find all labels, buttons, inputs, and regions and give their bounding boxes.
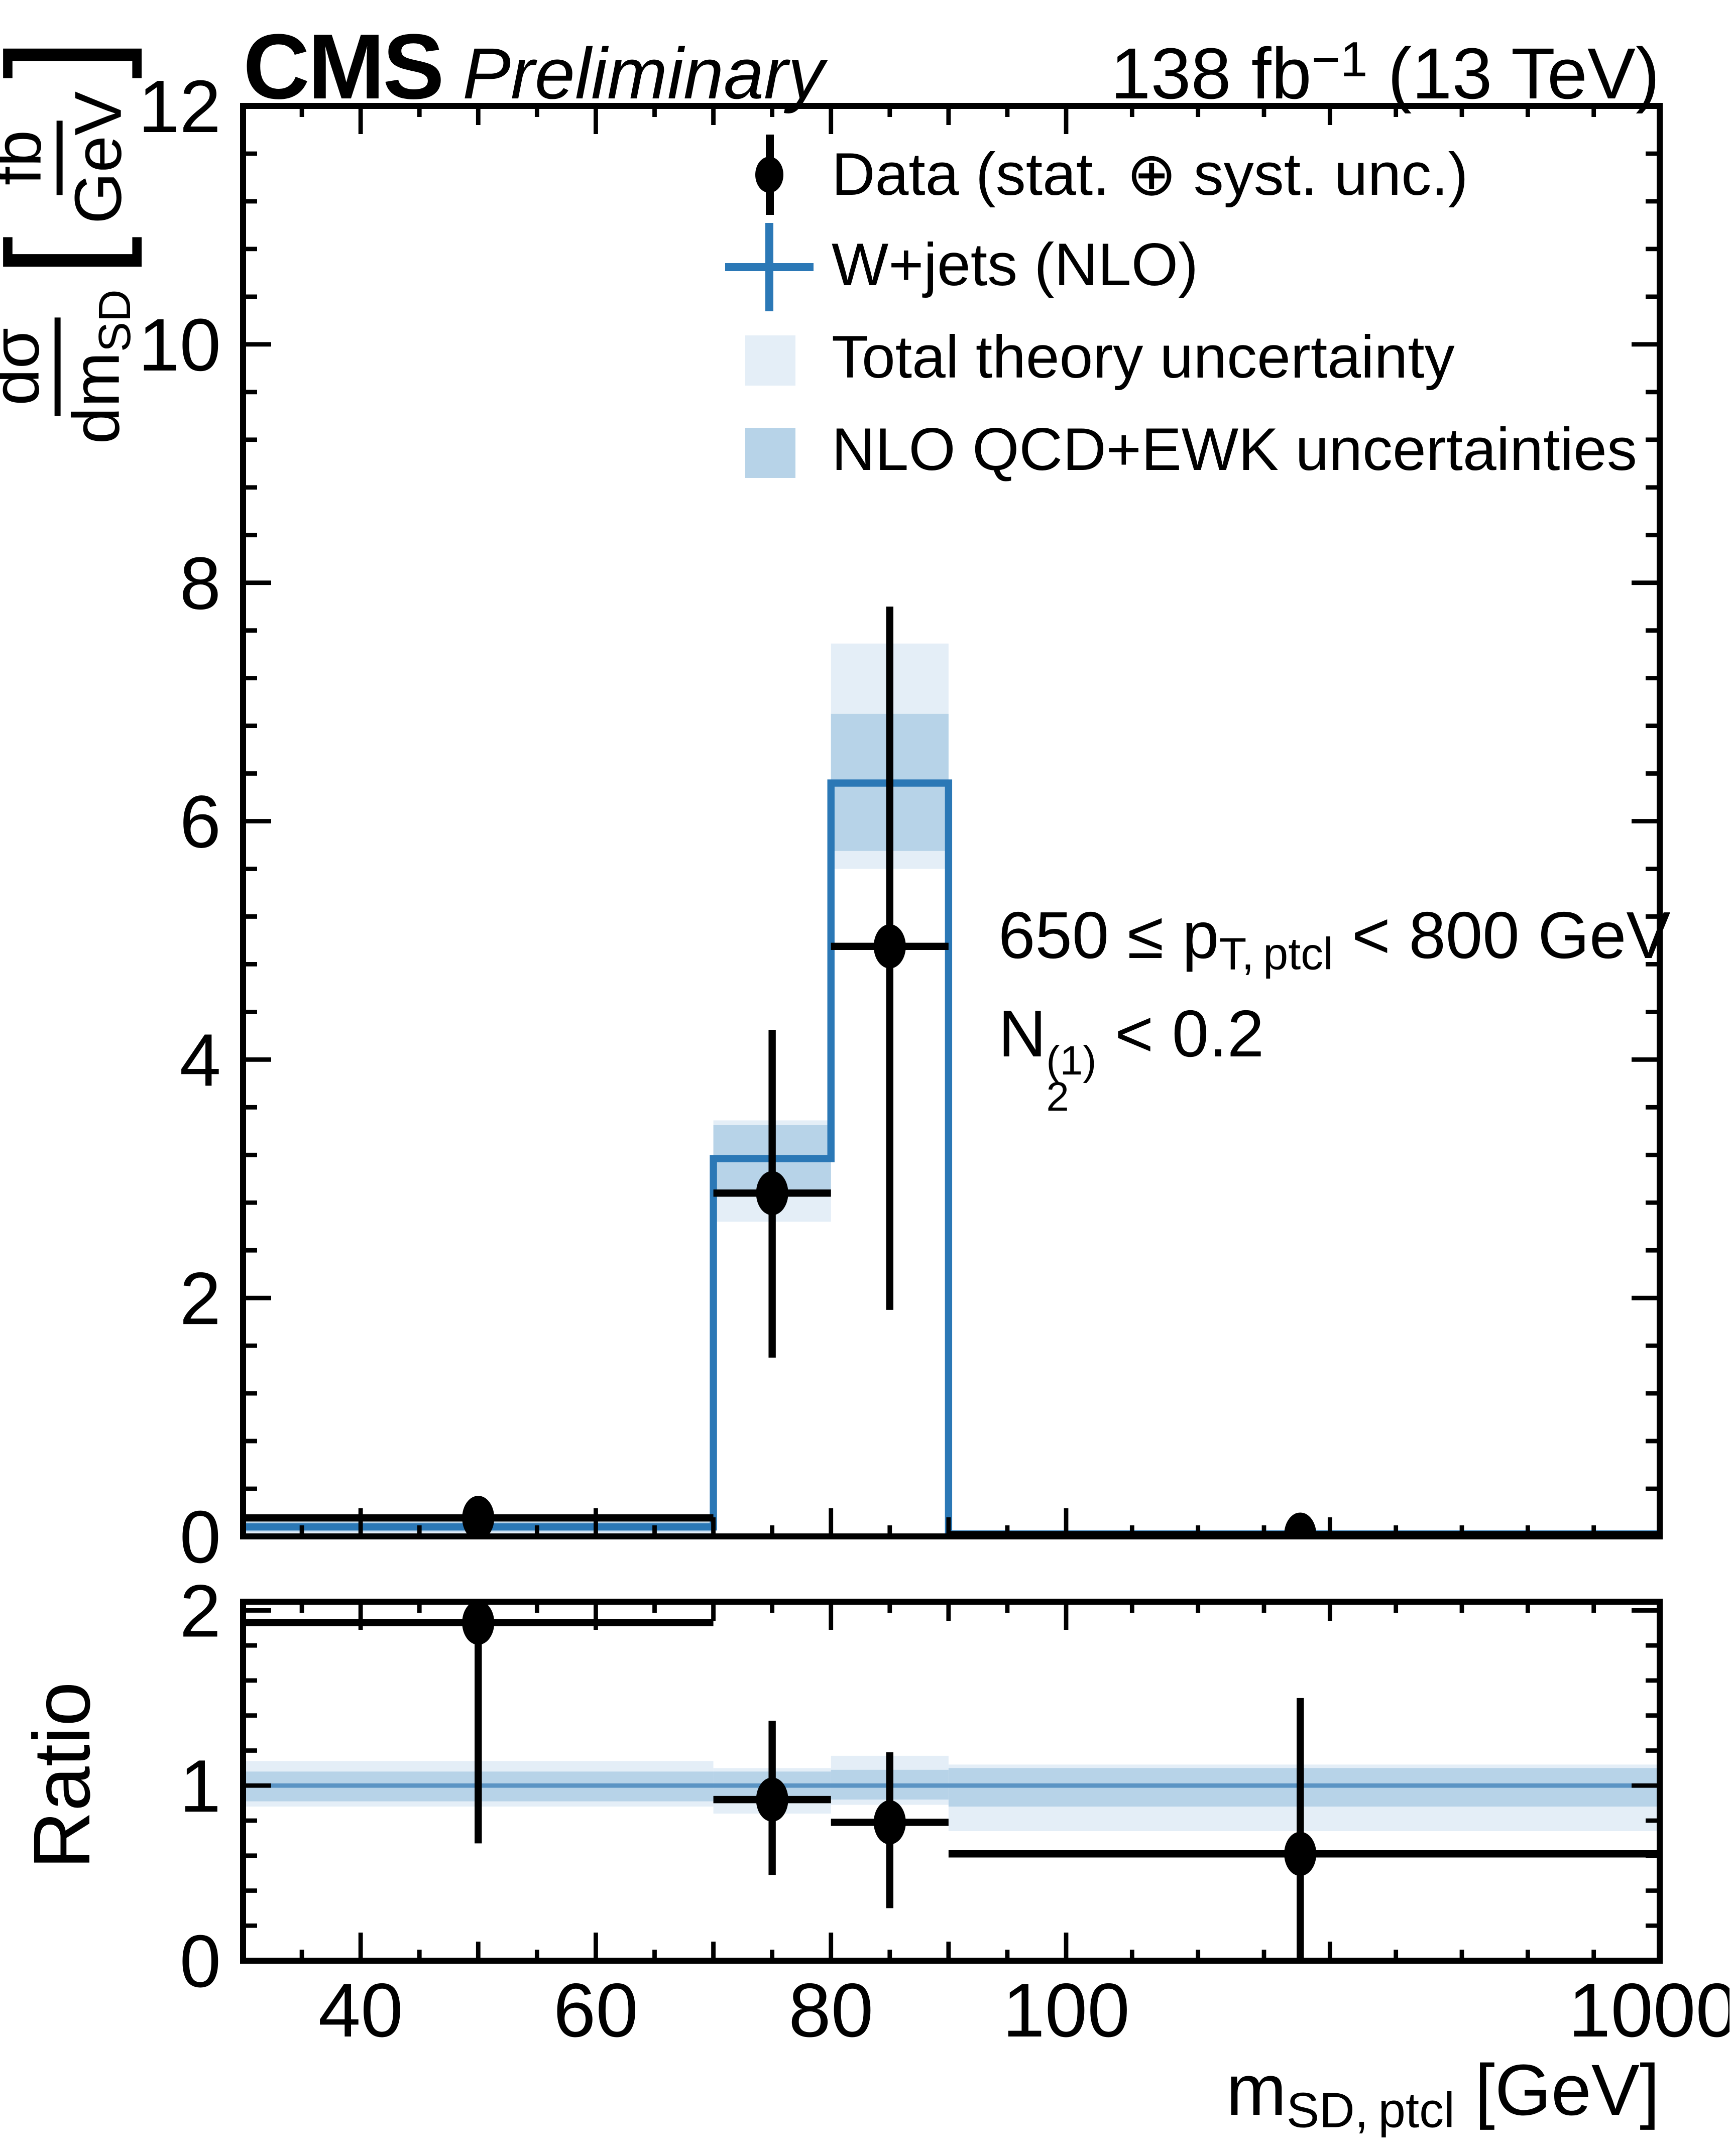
ratio-point-marker	[873, 1800, 906, 1845]
ratio-point-marker	[462, 1602, 495, 1645]
data-point-marker	[1284, 1512, 1317, 1536]
ratio-tick-label: 2	[180, 1570, 221, 1652]
y-tick-label: 12	[138, 65, 221, 148]
legend-label: Data (stat. ⊕ syst. unc.)	[832, 142, 1468, 208]
ratio-frame	[240, 1599, 1663, 1964]
lumi-label: 138 fb−1 (13 TeV)	[1110, 32, 1660, 114]
ratio-point-marker	[756, 1777, 788, 1822]
legend-item-total-uncertainty: Total theory uncertainty	[707, 313, 1637, 406]
bracket-right: ]	[0, 38, 142, 79]
bracket-left: [	[0, 236, 142, 277]
ratio-tick-label: 0	[180, 1920, 221, 2003]
x-tick-label: 100	[1002, 1968, 1130, 2053]
y-tick-label: 4	[180, 1019, 221, 1102]
x-axis-title: mSD, ptcl [GeV]	[1226, 2049, 1660, 2139]
preliminary-label: Preliminary	[462, 32, 825, 114]
wjets-cross-icon	[725, 223, 814, 311]
ratio-panel	[243, 1602, 1660, 1961]
lumi-superscript: −1	[1311, 34, 1368, 88]
ratio-point-marker	[1284, 1832, 1317, 1876]
legend: Data (stat. ⊕ syst. unc.) W+jets (NLO) T…	[707, 129, 1637, 498]
y-tick-label: 10	[138, 304, 221, 387]
pt-selection-label: 650 ≤ pT, ptcl < 800 GeV	[998, 898, 1671, 980]
total-uncertainty-swatch	[744, 334, 794, 385]
y-tick-label: 6	[180, 781, 221, 864]
x-tick-label: 60	[553, 1968, 638, 2053]
cms-logo-text: CMS	[243, 14, 444, 118]
x-tick-label: 40	[318, 1968, 403, 2053]
qcd-ewk-uncertainty-swatch	[744, 427, 794, 477]
y-tick-label: 8	[180, 542, 221, 625]
data-point-marker	[756, 1171, 788, 1216]
legend-label: Total theory uncertainty	[832, 325, 1455, 392]
main-panel	[243, 607, 1660, 1536]
data-point-marker	[873, 924, 906, 969]
data-marker-icon	[755, 135, 783, 215]
legend-label: W+jets (NLO)	[832, 233, 1199, 299]
x-tick-label: 80	[788, 1968, 873, 2053]
x-tick-label: 1000	[1568, 1968, 1730, 2053]
n2-selection-label: N (1) 2 < 0.2	[998, 996, 1264, 1120]
ratio-tick-label: 1	[180, 1745, 221, 1828]
y-tick-label: 2	[180, 1257, 221, 1340]
ratio-axis-title: Ratio	[19, 1682, 107, 1869]
legend-label: NLO QCD+EWK uncertainties	[832, 418, 1637, 484]
legend-item-qcd-ewk: NLO QCD+EWK uncertainties	[707, 406, 1637, 498]
y-tick-label: 0	[180, 1496, 221, 1579]
legend-item-data: Data (stat. ⊕ syst. unc.)	[707, 129, 1637, 221]
legend-item-wjets: W+jets (NLO)	[707, 221, 1637, 313]
wjets-histogram-line	[243, 779, 1660, 1536]
data-point-marker	[462, 1496, 495, 1536]
header: CMS Preliminary 138 fb−1 (13 TeV)	[243, 12, 1660, 121]
